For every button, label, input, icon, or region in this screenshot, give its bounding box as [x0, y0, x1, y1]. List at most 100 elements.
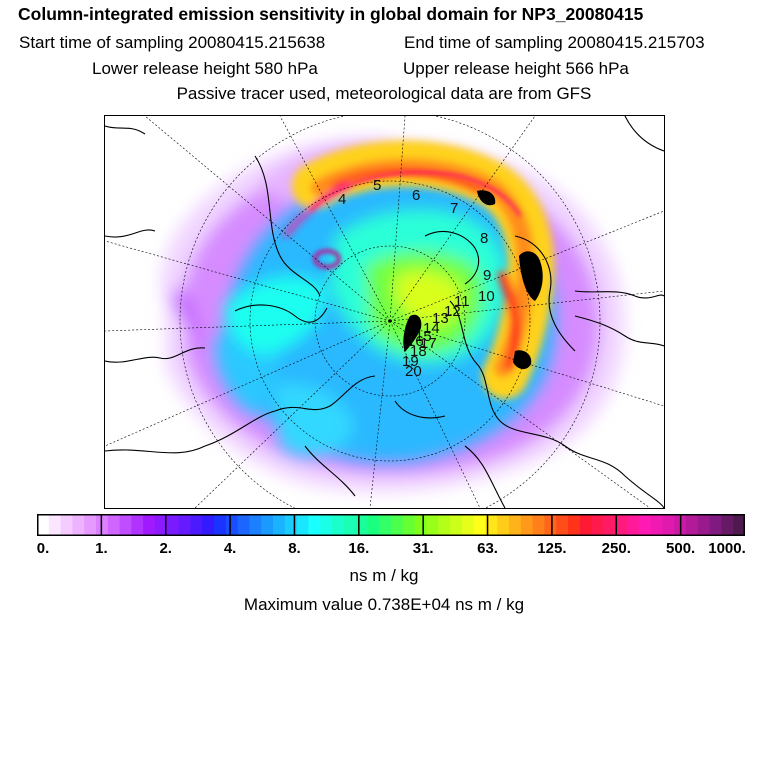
colorbar-tick-label: 8. — [288, 540, 301, 557]
masked-regions — [403, 190, 543, 370]
colorbar-swatch — [320, 514, 333, 536]
colorbar-swatch — [627, 514, 640, 536]
trajectory-day-label: 13 — [432, 310, 449, 327]
colorbar-tick-label: 4. — [223, 540, 237, 557]
plot-title: Column-integrated emission sensitivity i… — [18, 4, 644, 24]
end-sampling-label: End time of sampling 20080415.215703 — [404, 33, 705, 52]
colorbar-swatch — [37, 514, 50, 536]
colorbar-swatch — [107, 514, 121, 536]
polar-map-panel: 4 5 6 7 8 9 10 11 12 13 14 15 16 17 18 19 20 — [104, 115, 665, 509]
colorbar-tick-label: 16. — [348, 540, 370, 557]
colorbar-swatch — [225, 514, 239, 536]
colorbar-swatch — [131, 514, 144, 536]
colorbar-swatch — [615, 514, 628, 536]
trajectory-day-label: 11 — [454, 293, 470, 310]
trajectory-day-label: 7 — [450, 200, 459, 217]
colorbar-tick-label: 250. — [601, 540, 631, 557]
maximum-value: Maximum value 0.738E+04 ns m / kg — [243, 595, 525, 614]
colorbar-swatch — [237, 514, 250, 536]
colorbar-swatch — [249, 514, 262, 536]
colorbar-swatch — [568, 514, 581, 536]
colorbar-swatch — [355, 514, 368, 536]
colorbar-swatch — [202, 514, 215, 536]
trajectory-day-label: 18 — [410, 343, 427, 360]
colorbar-swatch — [155, 514, 168, 536]
colorbar-swatch — [60, 514, 73, 536]
colorbar-swatch — [379, 514, 392, 536]
colorbar-swatch — [497, 514, 510, 536]
colorbar — [37, 514, 745, 536]
colorbar-swatch — [96, 514, 109, 536]
colorbar-swatch — [638, 514, 652, 536]
trajectory-day-label: 17 — [420, 335, 437, 352]
colorbar-swatch — [461, 514, 475, 536]
coastlines — [105, 116, 664, 508]
upper-release-label: Upper release height 566 hPa — [403, 59, 629, 78]
colorbar-swatch — [450, 514, 463, 536]
trajectory-day-label: 8 — [480, 230, 489, 247]
colorbar-swatch — [697, 514, 711, 536]
colorbar-swatch — [650, 514, 663, 536]
colorbar-swatch — [332, 514, 345, 536]
colorbar-tick-label: 125. — [537, 540, 567, 557]
colorbar-swatch — [544, 514, 557, 536]
trajectory-day-label: 12 — [444, 303, 461, 320]
colorbar-swatch — [509, 514, 522, 536]
colorbar-swatch — [721, 514, 734, 536]
colorbar-swatch — [178, 514, 191, 536]
colorbar-swatches — [37, 514, 745, 536]
colorbar-swatch — [119, 514, 132, 536]
colorbar-swatch — [426, 514, 439, 536]
sensitivity-core-green — [225, 209, 507, 364]
trajectory-day-label: 20 — [405, 363, 422, 380]
colorbar-swatch — [686, 514, 699, 536]
colorbar-swatch — [438, 514, 451, 536]
trajectory-day-label: 9 — [483, 267, 492, 284]
colorbar-tick-label: 63. — [477, 540, 498, 557]
trajectory-day-label: 14 — [423, 320, 440, 337]
colorbar-swatch — [485, 514, 498, 536]
colorbar-swatch — [84, 514, 97, 536]
colorbar-swatch — [520, 514, 534, 536]
colorbar-swatch — [391, 514, 404, 536]
colorbar-tick-label: 31. — [412, 540, 434, 557]
colorbar-tick-label: 0. — [36, 540, 50, 557]
trajectory-day-label: 19 — [402, 353, 419, 370]
colorbar-swatch — [591, 514, 604, 536]
lower-release-label: Lower release height 580 hPa — [92, 59, 318, 78]
sensitivity-map — [105, 116, 664, 508]
colorbar-swatch — [556, 514, 569, 536]
colorbar-swatch — [296, 514, 309, 536]
colorbar-swatch — [273, 514, 286, 536]
colorbar-swatch — [473, 514, 486, 536]
colorbar-swatch — [367, 514, 380, 536]
colorbar-swatch — [532, 514, 545, 536]
colorbar-swatch — [214, 514, 227, 536]
colorbar-swatch — [579, 514, 593, 536]
start-sampling-label: Start time of sampling 20080415.215638 — [19, 33, 326, 52]
trajectory-day-label: 5 — [373, 177, 382, 194]
trajectory-day-label: 10 — [478, 288, 495, 305]
colorbar-tick-label: 2. — [159, 540, 172, 557]
graticule — [105, 116, 664, 508]
colorbar-frame — [37, 514, 745, 536]
colorbar-swatch — [733, 514, 745, 536]
colorbar-units: ns m / kg — [349, 566, 419, 585]
trajectory-day-label: 16 — [407, 333, 424, 350]
colorbar-swatch — [308, 514, 321, 536]
colorbar-swatch — [284, 514, 298, 536]
colorbar-swatch — [343, 514, 357, 536]
colorbar-swatch — [662, 514, 675, 536]
colorbar-tick-label: 500. — [666, 540, 696, 557]
colorbar-swatch — [190, 514, 203, 536]
colorbar-swatch — [143, 514, 156, 536]
colorbar-swatch — [48, 514, 62, 536]
colorbar-swatch — [261, 514, 274, 536]
trajectory-day-label: 15 — [415, 328, 432, 345]
colorbar-swatch — [603, 514, 616, 536]
tracer-note: Passive tracer used, meteorological data… — [176, 84, 592, 103]
colorbar-swatch — [709, 514, 722, 536]
colorbar-tick-label: 1. — [95, 540, 108, 557]
colorbar-swatch — [166, 514, 180, 536]
colorbar-swatch — [72, 514, 85, 536]
